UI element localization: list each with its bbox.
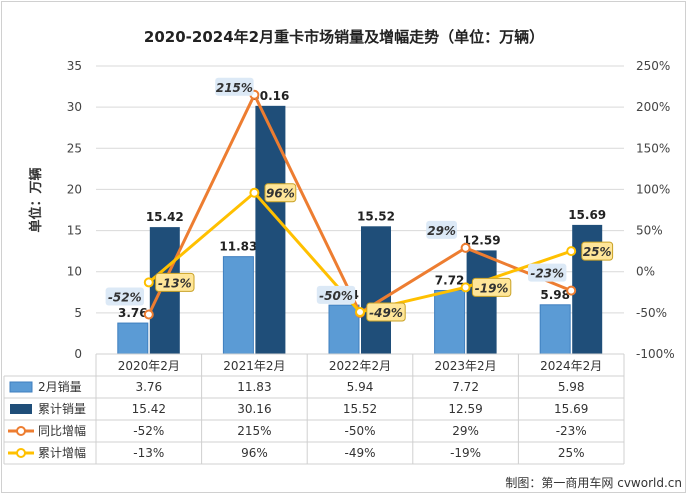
y-tick-label: 0	[74, 347, 82, 361]
line-label-box	[316, 285, 356, 304]
y2-tick-label: 200%	[636, 100, 670, 114]
bar-value-label: 15.42	[146, 210, 184, 224]
x-tick-label: 2021年2月	[223, 359, 285, 373]
bar	[328, 304, 360, 355]
table-cell: 29%	[452, 424, 479, 438]
line-value-label: -49%	[369, 306, 403, 320]
bar	[361, 226, 391, 354]
legend-swatch-marker	[16, 448, 26, 458]
line-label-box	[264, 183, 297, 203]
y-tick-label: 10	[67, 265, 82, 279]
bar	[255, 105, 286, 354]
y-tick-label: 35	[67, 59, 82, 73]
chart-title: 2020-2024年2月重卡市场销量及增幅走势（单位：万辆）	[144, 28, 544, 46]
line-point	[460, 282, 471, 293]
table-cell: 5.98	[558, 380, 585, 394]
x-tick-label: 2022年2月	[329, 359, 391, 373]
legend-label: 累计销量	[38, 402, 86, 416]
bar-value-label: 30.16	[251, 89, 289, 103]
legend-label: 2月销量	[38, 380, 82, 394]
table-cell: 25%	[558, 446, 585, 460]
bar	[222, 256, 254, 355]
y2-tick-label: 0%	[636, 265, 655, 279]
line-label-box	[366, 302, 406, 322]
legend-swatch-marker	[16, 426, 26, 436]
bar-value-label: 15.69	[568, 208, 606, 222]
table-cell: -52%	[133, 424, 164, 438]
y2-tick-label: -100%	[636, 347, 675, 361]
bar	[434, 289, 466, 355]
table-cell: 15.42	[132, 402, 166, 416]
line-value-label: -13%	[158, 276, 192, 290]
table-cell: 15.52	[343, 402, 377, 416]
bar-value-label: 12.59	[463, 233, 501, 247]
line-point	[355, 307, 365, 318]
y2-tick-label: 50%	[636, 224, 663, 238]
table-cell: 3.76	[135, 380, 162, 394]
line-value-label: -23%	[530, 267, 564, 281]
table-cell: -13%	[133, 446, 164, 460]
y-tick-label: 15	[67, 224, 82, 238]
legend-label: 累计增幅	[38, 445, 86, 460]
line-point	[460, 242, 471, 253]
y-tick-label: 30	[67, 100, 82, 114]
bar	[117, 322, 149, 355]
line-point	[566, 246, 577, 257]
x-tick-label: 2024年2月	[540, 359, 602, 373]
table-cell: 30.16	[237, 402, 271, 416]
line-value-label: -19%	[475, 281, 509, 295]
y-tick-label: 20	[67, 182, 82, 196]
y2-tick-label: 150%	[636, 141, 670, 155]
line-value-label: -50%	[319, 289, 353, 303]
table-cell: 15.69	[554, 402, 588, 416]
table-cell: 7.72	[452, 380, 479, 394]
y2-tick-label: 100%	[636, 182, 670, 196]
line-label-box	[426, 220, 457, 239]
x-tick-label: 2023年2月	[435, 359, 497, 373]
line-point	[249, 187, 260, 198]
bar-value-label: 11.83	[219, 240, 257, 254]
line-label-box	[105, 287, 144, 306]
line-point	[143, 309, 154, 320]
line-point	[143, 277, 154, 288]
legend-label: 同比增幅	[38, 423, 86, 438]
bar-value-label: 15.52	[357, 209, 395, 223]
bar-value-label: 7.72	[435, 273, 465, 287]
y2-tick-label: 250%	[636, 59, 670, 73]
line-label-box	[155, 272, 195, 292]
table-cell: 11.83	[237, 380, 271, 394]
line-value-label: -52%	[108, 291, 142, 305]
line-label-box	[215, 77, 254, 96]
table-cell: -50%	[344, 424, 375, 438]
line-label-box	[581, 241, 614, 261]
bar	[539, 304, 571, 355]
legend-swatch	[9, 381, 33, 393]
line-point	[566, 285, 577, 296]
y-tick-label: 5	[74, 306, 82, 320]
table-cell: -19%	[450, 446, 481, 460]
line-label-box	[471, 277, 512, 297]
line-value-label: 96%	[266, 187, 295, 201]
table-cell: -49%	[344, 446, 375, 460]
y-tick-label: 25	[67, 141, 82, 155]
table-cell: 215%	[237, 424, 271, 438]
line-value-label: 215%	[216, 81, 253, 95]
source-note: 制图：第一商用车网 cvworld.cn	[505, 475, 682, 490]
table-cell: 96%	[241, 446, 268, 460]
table-cell: -23%	[556, 424, 587, 438]
line-value-label: 29%	[427, 224, 456, 238]
y-axis-label: 单位：万辆	[28, 167, 44, 232]
line-value-label: 25%	[583, 245, 612, 259]
bar	[466, 250, 497, 354]
table-cell: 12.59	[448, 402, 482, 416]
legend-swatch	[10, 404, 32, 414]
table-cell: 5.94	[347, 380, 374, 394]
bar-value-label: 3.76	[118, 306, 148, 320]
x-tick-label: 2020年2月	[118, 359, 180, 373]
line-label-box	[528, 263, 567, 282]
bar-value-label: 5.98	[540, 288, 570, 302]
y2-tick-label: -50%	[636, 306, 667, 320]
